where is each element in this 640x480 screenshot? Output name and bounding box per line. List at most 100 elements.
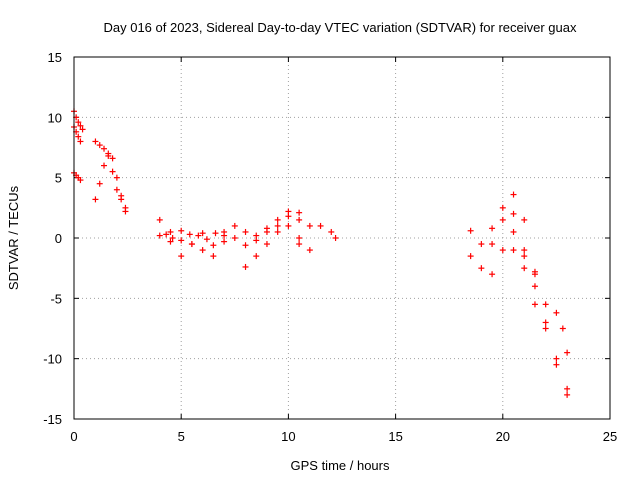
data-point (242, 263, 249, 270)
data-point (109, 155, 116, 162)
data-point (253, 253, 260, 260)
data-point (510, 247, 517, 254)
data-point (274, 216, 281, 223)
data-point (306, 247, 313, 254)
data-point (109, 168, 116, 175)
data-point (199, 247, 206, 254)
data-point (296, 209, 303, 216)
data-point (92, 138, 99, 145)
data-point (553, 361, 560, 368)
data-point (467, 253, 474, 260)
data-point (332, 235, 339, 241)
data-point (489, 271, 496, 278)
data-point (274, 222, 281, 229)
data-point (553, 309, 560, 316)
data-point (210, 242, 217, 249)
chart-title: Day 016 of 2023, Sidereal Day-to-day VTE… (103, 20, 577, 35)
data-point (489, 241, 496, 248)
x-tick-label: 25 (603, 429, 617, 444)
plot-frame (73, 56, 611, 420)
y-tick-label: -5 (50, 291, 62, 306)
x-tick-label: 20 (496, 429, 510, 444)
y-axis-label: SDTVAR / TECUs (6, 185, 21, 290)
data-point (242, 228, 249, 235)
y-tick-label: 0 (55, 231, 62, 246)
data-point (253, 232, 260, 239)
data-point (285, 208, 292, 215)
data-point (101, 145, 108, 152)
data-point (118, 192, 125, 199)
data-points-layer (71, 108, 571, 398)
data-point (96, 180, 103, 187)
data-point (478, 265, 485, 272)
x-tick-label: 10 (281, 429, 295, 444)
data-point (263, 225, 270, 232)
data-point (178, 227, 185, 234)
grid-layer (74, 57, 610, 419)
data-point (559, 325, 566, 332)
data-point (542, 319, 549, 326)
data-point (542, 325, 549, 332)
data-point (296, 216, 303, 223)
data-point (564, 349, 571, 356)
data-point (210, 253, 217, 260)
data-point (178, 237, 185, 244)
data-point (521, 247, 528, 254)
data-point (296, 235, 303, 241)
data-point (317, 222, 324, 229)
data-point (199, 230, 206, 237)
data-point (113, 186, 120, 193)
data-point (467, 227, 474, 234)
data-point (186, 231, 193, 238)
data-point (531, 301, 538, 308)
data-point (531, 268, 538, 275)
data-point (274, 228, 281, 235)
data-point (77, 138, 84, 145)
data-point (521, 216, 528, 223)
data-point (521, 253, 528, 260)
x-axis-label: GPS time / hours (291, 458, 390, 473)
data-point (188, 241, 195, 248)
data-point (156, 232, 163, 239)
data-point (564, 391, 571, 398)
data-point (122, 208, 129, 215)
y-tick-label: 5 (55, 171, 62, 186)
data-point (499, 247, 506, 254)
data-point (306, 222, 313, 229)
data-point (478, 241, 485, 248)
data-point (553, 355, 560, 362)
data-point (195, 232, 202, 239)
data-point (212, 230, 219, 237)
data-point (101, 162, 108, 169)
data-point (75, 119, 82, 126)
data-point (510, 228, 517, 235)
y-tick-label: -15 (43, 412, 62, 427)
data-point (105, 150, 112, 157)
data-point (231, 222, 238, 229)
data-point (96, 142, 103, 149)
data-point (79, 126, 86, 133)
data-point (521, 265, 528, 272)
data-point (510, 191, 517, 198)
data-point (113, 174, 120, 181)
x-tick-label: 0 (70, 429, 77, 444)
y-tick-label: 15 (48, 50, 62, 65)
data-point (167, 238, 174, 245)
data-point (77, 177, 84, 184)
data-point (489, 225, 496, 232)
data-point (178, 253, 185, 260)
y-tick-label: -10 (43, 352, 62, 367)
data-point (163, 231, 170, 238)
data-point (221, 228, 228, 235)
data-point (296, 241, 303, 248)
data-point (92, 196, 99, 203)
data-point (328, 228, 335, 235)
data-point (156, 216, 163, 223)
data-point (167, 228, 174, 235)
data-point (499, 216, 506, 223)
data-point (499, 204, 506, 211)
data-point (242, 242, 249, 249)
data-point (285, 222, 292, 229)
data-point (169, 235, 176, 241)
